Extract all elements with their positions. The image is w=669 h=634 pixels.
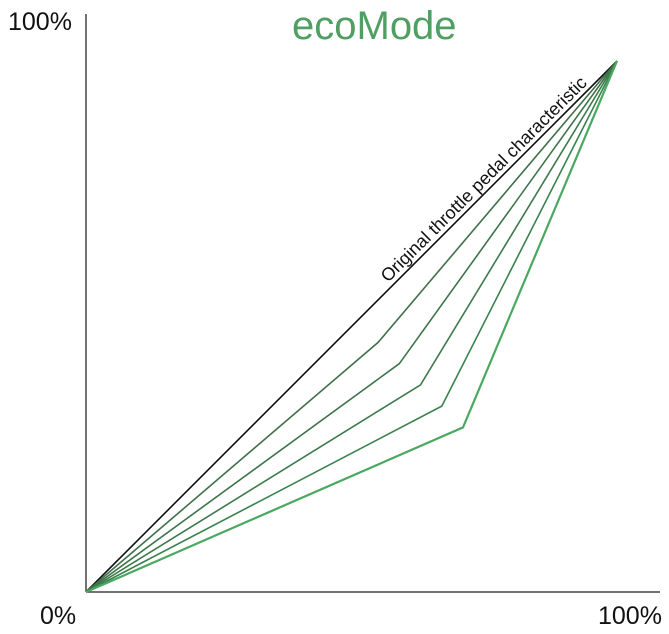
x-tick-min: 0% [40, 602, 77, 630]
original-characteristic-line [85, 60, 618, 593]
eco-curve-6 [85, 60, 619, 594]
y-tick-max: 100% [8, 8, 72, 36]
eco-curve-3 [85, 60, 618, 593]
x-tick-max: 100% [598, 602, 662, 630]
eco-curve-1 [85, 60, 618, 593]
chart-title: ecoMode [292, 4, 457, 48]
original-characteristic-label: Original throttle pedal characteristic [377, 73, 591, 286]
series-group [85, 60, 619, 594]
eco-curve-2 [85, 60, 618, 593]
eco-curve-4 [85, 60, 618, 593]
